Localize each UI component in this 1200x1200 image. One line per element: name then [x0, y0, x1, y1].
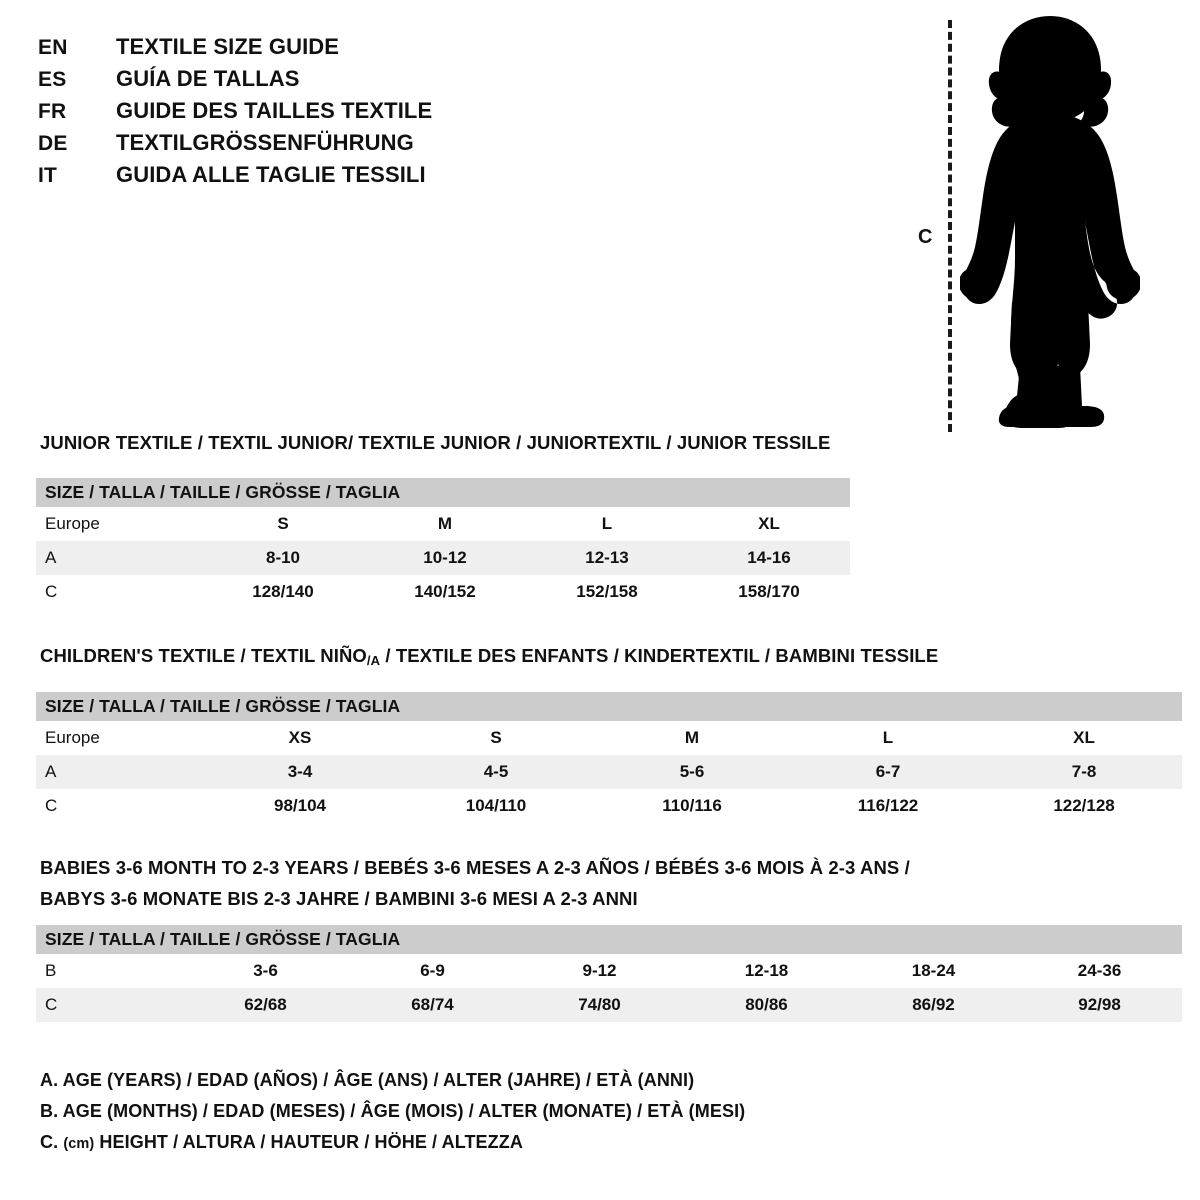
children-row-a-val-0: 3-4 — [202, 755, 398, 789]
language-title-en: TEXTILE SIZE GUIDE — [116, 34, 340, 59]
junior-row-a-val-2: 12-13 — [526, 541, 688, 575]
babies-table-band-row: SIZE / TALLA / TAILLE / GRÖSSE / TAGLIA — [36, 925, 1183, 954]
junior-row-c-val-3: 158/170 — [688, 575, 851, 609]
language-row-it: IT GUIDA ALLE TAGLIE TESSILI — [38, 162, 598, 194]
babies-table-row-b: B 3-6 6-9 9-12 12-18 18-24 24-36 — [36, 954, 1183, 988]
junior-size-col-1: M — [364, 507, 526, 541]
junior-row-a-val-1: 10-12 — [364, 541, 526, 575]
junior-size-col-3: XL — [688, 507, 851, 541]
junior-row-c-key: C — [36, 575, 202, 609]
language-code-fr: FR — [38, 100, 67, 123]
legend-line-c-unit: (cm) — [63, 1136, 95, 1152]
babies-row-b-val-0: 3-6 — [182, 954, 349, 988]
legend-line-b: B. AGE (MONTHS) / EDAD (MESES) / ÂGE (MO… — [40, 1101, 746, 1121]
language-code-en: EN — [38, 36, 68, 59]
section-title-babies-line2: BABYS 3-6 MONATE BIS 2-3 JAHRE / BAMBINI… — [40, 888, 638, 909]
junior-size-col-2: L — [526, 507, 688, 541]
children-header-key: Europe — [36, 721, 202, 755]
language-row-de: DE TEXTILGRÖSSENFÜHRUNG — [38, 130, 598, 162]
babies-row-b-key: B — [36, 954, 182, 988]
children-row-a-val-4: 7-8 — [986, 755, 1183, 789]
junior-row-c-val-2: 152/158 — [526, 575, 688, 609]
children-size-col-1: S — [398, 721, 594, 755]
babies-row-c-val-5: 92/98 — [1017, 988, 1183, 1022]
babies-band-label: SIZE / TALLA / TAILLE / GRÖSSE / TAGLIA — [36, 925, 1183, 954]
language-row-fr: FR GUIDE DES TAILLES TEXTILE — [38, 98, 598, 130]
children-row-c-key: C — [36, 789, 202, 823]
language-row-en: EN TEXTILE SIZE GUIDE — [38, 34, 598, 66]
junior-table-band-row: SIZE / TALLA / TAILLE / GRÖSSE / TAGLIA — [36, 478, 851, 507]
junior-table-row-c: C 128/140 140/152 152/158 158/170 — [36, 575, 851, 609]
section-title-junior: JUNIOR TEXTILE / TEXTIL JUNIOR/ TEXTILE … — [40, 432, 831, 453]
children-size-table: SIZE / TALLA / TAILLE / GRÖSSE / TAGLIA … — [36, 692, 1183, 823]
babies-table-row-c: C 62/68 68/74 74/80 80/86 86/92 92/98 — [36, 988, 1183, 1022]
junior-table-header-row: Europe S M L XL — [36, 507, 851, 541]
junior-row-c-val-1: 140/152 — [364, 575, 526, 609]
babies-size-table: SIZE / TALLA / TAILLE / GRÖSSE / TAGLIA … — [36, 925, 1183, 1022]
section-title-children-sub: /A — [366, 652, 381, 668]
children-table-row-c: C 98/104 104/110 110/116 116/122 122/128 — [36, 789, 1183, 823]
children-size-col-0: XS — [202, 721, 398, 755]
toddler-silhouette-body — [960, 16, 1140, 427]
legend-line-c-post: HEIGHT / ALTURA / HAUTEUR / HÖHE / ALTEZ… — [94, 1132, 523, 1152]
children-row-a-val-2: 5-6 — [594, 755, 790, 789]
legend-line-c: C. (cm) HEIGHT / ALTURA / HAUTEUR / HÖHE… — [40, 1132, 745, 1163]
legend-line-c-pre: C. — [40, 1132, 64, 1152]
section-title-babies-line1: BABIES 3-6 MONTH TO 2-3 YEARS / BEBÉS 3-… — [40, 857, 910, 878]
children-row-c-val-4: 122/128 — [986, 789, 1183, 823]
children-row-a-val-3: 6-7 — [790, 755, 986, 789]
children-row-c-val-3: 116/122 — [790, 789, 986, 823]
height-measurement-figure: C — [900, 8, 1170, 433]
children-table-band-row: SIZE / TALLA / TAILLE / GRÖSSE / TAGLIA — [36, 692, 1183, 721]
babies-row-c-val-0: 62/68 — [182, 988, 349, 1022]
junior-row-a-val-0: 8-10 — [202, 541, 364, 575]
junior-row-a-key: A — [36, 541, 202, 575]
children-row-a-key: A — [36, 755, 202, 789]
children-table-header-row: Europe XS S M L XL — [36, 721, 1183, 755]
section-title-children-pre: CHILDREN'S TEXTILE / TEXTIL NIÑO — [40, 645, 367, 666]
measurement-legend: A. AGE (YEARS) / EDAD (AÑOS) / ÂGE (ANS)… — [40, 1070, 745, 1163]
children-size-col-2: M — [594, 721, 790, 755]
junior-size-table: SIZE / TALLA / TAILLE / GRÖSSE / TAGLIA … — [36, 478, 851, 609]
babies-row-b-val-1: 6-9 — [349, 954, 516, 988]
children-row-a-val-1: 4-5 — [398, 755, 594, 789]
children-row-c-val-2: 110/116 — [594, 789, 790, 823]
language-title-es: GUÍA DE TALLAS — [116, 66, 300, 91]
junior-header-key: Europe — [36, 507, 202, 541]
babies-row-c-val-3: 80/86 — [683, 988, 850, 1022]
children-table-row-a: A 3-4 4-5 5-6 6-7 7-8 — [36, 755, 1183, 789]
babies-row-b-val-3: 12-18 — [683, 954, 850, 988]
babies-row-c-val-4: 86/92 — [850, 988, 1017, 1022]
junior-band-label: SIZE / TALLA / TAILLE / GRÖSSE / TAGLIA — [36, 478, 851, 507]
children-row-c-val-0: 98/104 — [202, 789, 398, 823]
language-title-de: TEXTILGRÖSSENFÜHRUNG — [116, 130, 414, 155]
children-size-col-4: XL — [986, 721, 1183, 755]
junior-row-a-val-3: 14-16 — [688, 541, 851, 575]
children-size-col-3: L — [790, 721, 986, 755]
language-row-es: ES GUÍA DE TALLAS — [38, 66, 598, 98]
babies-row-b-val-2: 9-12 — [516, 954, 683, 988]
height-dashed-line — [948, 20, 952, 432]
babies-row-c-key: C — [36, 988, 182, 1022]
language-title-it: GUIDA ALLE TAGLIE TESSILI — [116, 162, 426, 187]
junior-row-c-val-0: 128/140 — [202, 575, 364, 609]
language-code-de: DE — [38, 132, 68, 155]
junior-table-row-a: A 8-10 10-12 12-13 14-16 — [36, 541, 851, 575]
babies-row-b-val-4: 18-24 — [850, 954, 1017, 988]
language-code-es: ES — [38, 68, 67, 91]
language-header-block: EN TEXTILE SIZE GUIDE ES GUÍA DE TALLAS … — [38, 34, 598, 194]
legend-line-a: A. AGE (YEARS) / EDAD (AÑOS) / ÂGE (ANS)… — [40, 1070, 695, 1090]
babies-row-c-val-2: 74/80 — [516, 988, 683, 1022]
babies-row-b-val-5: 24-36 — [1017, 954, 1183, 988]
language-code-it: IT — [38, 164, 58, 187]
section-title-children: CHILDREN'S TEXTILE / TEXTIL NIÑO/A / TEX… — [40, 645, 938, 668]
children-row-c-val-1: 104/110 — [398, 789, 594, 823]
height-axis-label: C — [918, 226, 933, 248]
babies-row-c-val-1: 68/74 — [349, 988, 516, 1022]
children-band-label: SIZE / TALLA / TAILLE / GRÖSSE / TAGLIA — [36, 692, 1183, 721]
section-title-children-post: / TEXTILE DES ENFANTS / KINDERTEXTIL / B… — [380, 645, 939, 666]
junior-size-col-0: S — [202, 507, 364, 541]
language-title-fr: GUIDE DES TAILLES TEXTILE — [116, 98, 433, 123]
